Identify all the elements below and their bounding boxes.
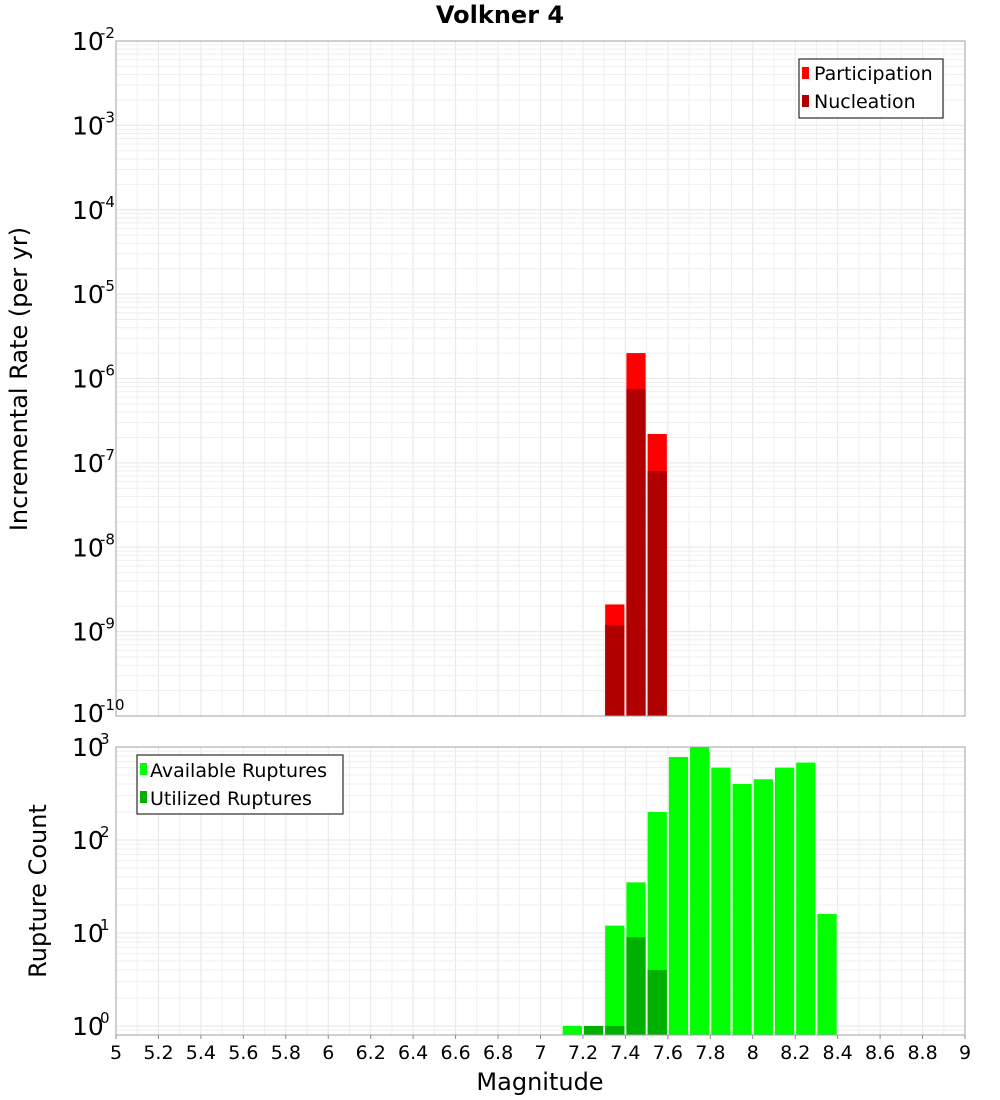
x-tick-label: 5.4 [186, 1042, 216, 1064]
top-gridlines [115, 41, 966, 717]
bar-available-ruptures [690, 747, 710, 1035]
x-tick-label: 6.2 [356, 1042, 386, 1064]
bar-available-ruptures [753, 779, 773, 1035]
x-tick-label: 8.2 [780, 1042, 810, 1064]
bottom-y-tick-exponent: 2 [100, 823, 110, 841]
top-y-tick-exponent: -4 [100, 193, 115, 211]
x-tick-label: 8 [747, 1042, 759, 1064]
x-tick-label: 5.2 [143, 1042, 173, 1064]
legend-swatch-utilized [140, 791, 147, 803]
x-tick-label: 6.4 [398, 1042, 428, 1064]
x-tick-label: 5 [110, 1042, 122, 1064]
x-tick-label: 7.4 [610, 1042, 640, 1064]
top-y-tick-exponent: -3 [100, 108, 115, 126]
bar-available-ruptures [732, 784, 752, 1035]
bar-utilized-ruptures [583, 1025, 604, 1035]
top-y-tick-exponent: -2 [100, 24, 115, 42]
top-y-tick-label: 10 [72, 533, 104, 562]
bottom-y-tick-exponent: 0 [100, 1009, 110, 1027]
top-panel: 10-210-310-410-510-610-710-810-910-10 In… [5, 24, 966, 728]
bar-available-ruptures [605, 925, 625, 1035]
bar-nucleation [605, 624, 625, 716]
top-y-tick-label: 10 [72, 618, 104, 647]
top-legend-box [798, 58, 944, 119]
top-y-tick-label: 10 [72, 699, 104, 728]
top-bars [605, 353, 667, 716]
bottom-y-tick-label: 10 [72, 826, 104, 855]
x-tick-label: 8.8 [907, 1042, 937, 1064]
legend-swatch-participation [802, 67, 809, 79]
bar-nucleation [626, 389, 646, 716]
bottom-y-tick-exponent: 3 [100, 730, 110, 748]
bottom-y-tick-label: 10 [72, 733, 104, 762]
bar-available-ruptures [774, 767, 795, 1035]
top-y-tick-label: 10 [72, 111, 104, 140]
x-tick-label: 7 [534, 1042, 546, 1064]
top-y-tick-exponent: -8 [100, 530, 115, 548]
bottom-legend: Available Ruptures Utilized Ruptures [136, 754, 344, 815]
bar-utilized-ruptures [647, 969, 667, 1035]
x-tick-label: 7.6 [653, 1042, 683, 1064]
x-tick-label: 6 [322, 1042, 334, 1064]
top-y-tick-label: 10 [72, 196, 104, 225]
x-tick-label: 8.6 [865, 1042, 895, 1064]
top-y-axis-label: Incremental Rate (per yr) [5, 227, 33, 531]
legend-swatch-available [140, 763, 147, 775]
x-tick-label: 9 [959, 1042, 971, 1064]
top-y-tick-label: 10 [72, 280, 104, 309]
bar-utilized-ruptures [605, 1025, 625, 1035]
top-y-tick-exponent: -10 [100, 696, 125, 714]
bar-available-ruptures [817, 914, 837, 1035]
bottom-y-tick-label: 10 [72, 919, 104, 948]
top-y-ticks: 10-210-310-410-510-610-710-810-910-10 [72, 24, 125, 728]
top-y-tick-label: 10 [72, 365, 104, 394]
bar-nucleation [647, 471, 667, 716]
x-tick-label: 5.8 [271, 1042, 301, 1064]
x-ticks: 5 5.2 5.4 5.6 5.8 6 6.2 6.4 6.6 6.8 7 7.2 7.4 7.6 7.8 8… [110, 1035, 971, 1064]
bar-available-ruptures [668, 757, 689, 1035]
top-legend: Participation Nucleation [798, 58, 944, 119]
top-y-tick-exponent: -9 [100, 615, 115, 633]
x-tick-label: 6.6 [440, 1042, 470, 1064]
legend-label-utilized: Utilized Ruptures [150, 788, 312, 810]
x-tick-label: 6.8 [483, 1042, 513, 1064]
legend-label-nucleation: Nucleation [814, 91, 916, 113]
top-y-tick-label: 10 [72, 449, 104, 478]
bottom-bars [562, 747, 837, 1035]
x-tick-label: 5.6 [228, 1042, 258, 1064]
chart-title: Volkner 4 [436, 1, 564, 29]
bar-available-ruptures [796, 762, 816, 1035]
legend-swatch-nucleation [802, 95, 809, 107]
x-tick-label: 7.2 [568, 1042, 598, 1064]
bottom-legend-box [136, 754, 344, 815]
bar-available-ruptures [562, 1025, 582, 1035]
top-y-tick-label: 10 [72, 27, 104, 56]
top-y-tick-exponent: -5 [100, 277, 115, 295]
legend-label-participation: Participation [814, 63, 933, 85]
x-tick-label: 8.4 [823, 1042, 853, 1064]
bar-utilized-ruptures [626, 937, 646, 1035]
x-tick-label: 7.8 [695, 1042, 725, 1064]
top-plot-frame [115, 40, 966, 717]
bottom-y-tick-label: 10 [72, 1012, 104, 1041]
bottom-y-axis-label: Rupture Count [24, 804, 52, 978]
bottom-y-tick-exponent: 1 [100, 916, 110, 934]
top-y-tick-exponent: -7 [100, 446, 115, 464]
x-axis-label: Magnitude [476, 1068, 603, 1096]
top-y-tick-exponent: -6 [100, 362, 115, 380]
bar-available-ruptures [711, 767, 731, 1035]
legend-label-available: Available Ruptures [150, 760, 327, 782]
